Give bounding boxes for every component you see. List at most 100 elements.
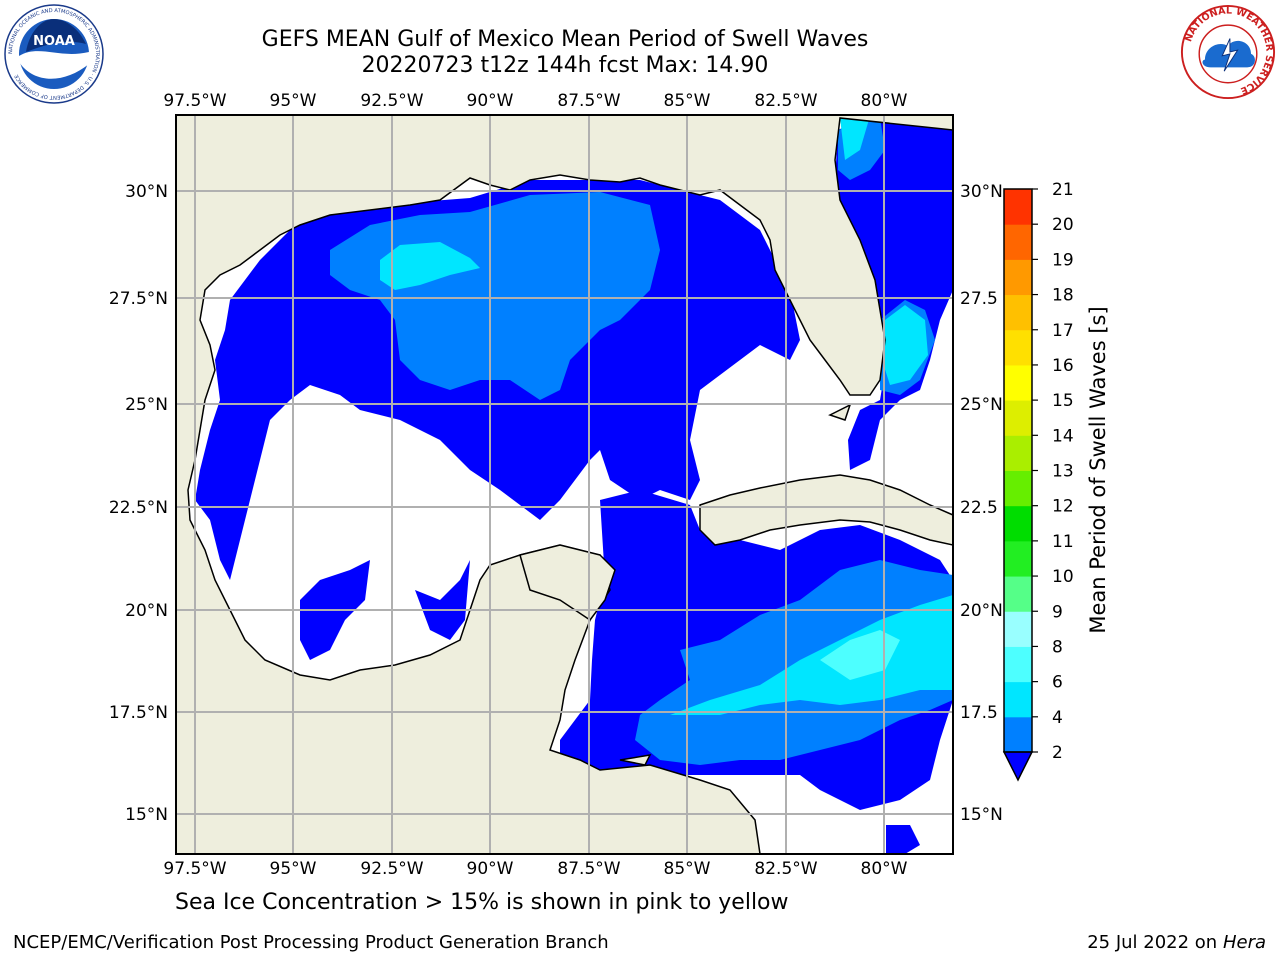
lon-tick-top: 95°W (270, 91, 317, 111)
colorbar-segment (1004, 294, 1032, 331)
swell-field-4-6s-florida (882, 305, 928, 385)
swell-field-2-4s-north (330, 192, 660, 400)
colorbar-label: 14 (1052, 426, 1074, 446)
lat-tick-right: 30°N (960, 182, 1003, 202)
colorbar-segment (1004, 646, 1032, 683)
land-islands (828, 403, 852, 421)
lat-ticks-right: 30°N 27.5 25°N 22.5 20°N 17.5 15°N (960, 182, 1003, 825)
colorbar-label: 9 (1052, 602, 1063, 622)
colorbar-label: 11 (1052, 532, 1074, 552)
colorbar-label: 6 (1052, 673, 1063, 693)
land (176, 115, 953, 854)
colorbar-label: 19 (1052, 250, 1074, 270)
colorbar-label: 20 (1052, 215, 1074, 235)
colorbar-under-triangle (1002, 751, 1034, 782)
swell-field-4-6s-north (380, 242, 480, 290)
colorbar: 2 4 6 8 9 10 11 12 13 14 15 16 17 18 19 20 21 (1002, 180, 1074, 782)
lat-tick-right: 22.5 (960, 498, 998, 518)
lat-tick-left: 17.5°N (109, 703, 168, 723)
colorbar-segment (1004, 681, 1032, 718)
lon-tick-bottom: 82.5°W (754, 859, 817, 879)
sea-ice-note: Sea Ice Concentration > 15% is shown in … (175, 890, 789, 915)
colorbar-segment (1004, 329, 1032, 366)
footer-date-text: 25 Jul 2022 on (1087, 932, 1218, 953)
footer-host: Hera (1222, 932, 1266, 953)
colorbar-label: 10 (1052, 567, 1074, 587)
swell-field-atlantic (835, 115, 953, 470)
lat-tick-right: 17.5 (960, 703, 998, 723)
swell-field-4-6s-east (840, 116, 870, 160)
lon-tick-top: 97.5°W (163, 91, 226, 111)
nws-logo: NATIONAL WEATHER SERVICE (1180, 4, 1276, 100)
lat-tick-left: 25°N (125, 395, 168, 415)
lat-ticks-left: 30°N 27.5°N 25°N 22.5°N 20°N 17.5°N 15°N (109, 182, 168, 825)
lat-tick-left: 20°N (125, 601, 168, 621)
swell-field-bay-patch (415, 560, 470, 640)
lon-tick-bottom: 92.5°W (360, 859, 423, 879)
lon-tick-top: 80°W (861, 91, 908, 111)
lon-tick-bottom: 87.5°W (557, 859, 620, 879)
footer-credit: NCEP/EMC/Verification Post Processing Pr… (13, 932, 609, 953)
gridlines (176, 115, 953, 854)
lon-tick-bottom: 80°W (861, 859, 908, 879)
swell-field-south-patch (886, 825, 920, 854)
colorbar-segment (1004, 505, 1032, 542)
lat-tick-left: 30°N (125, 182, 168, 202)
lat-tick-right: 27.5 (960, 289, 998, 309)
lon-tick-bottom: 90°W (467, 859, 514, 879)
colorbar-title: Mean Period of Swell Waves [s] (1086, 306, 1110, 634)
colorbar-segment (1004, 400, 1032, 436)
colorbar-label: 2 (1052, 743, 1063, 763)
lat-tick-left: 15°N (125, 805, 168, 825)
lon-tick-top: 90°W (467, 91, 514, 111)
land-yucatan (519, 544, 616, 622)
colorbar-segments (1004, 189, 1032, 753)
lon-tick-top: 85°W (664, 91, 711, 111)
lat-tick-left: 22.5°N (109, 498, 168, 518)
swell-field-4-6s-caribbean (670, 595, 953, 715)
colorbar-segment (1004, 470, 1032, 507)
colorbar-segment (1004, 716, 1032, 753)
lat-tick-right: 15°N (960, 805, 1003, 825)
colorbar-segment (1004, 435, 1032, 471)
lat-tick-right: 25°N (960, 395, 1003, 415)
lon-ticks-top: 97.5°W 95°W 92.5°W 90°W 87.5°W 85°W 82.5… (163, 91, 907, 111)
land-island-small (619, 754, 652, 766)
map-frame (175, 114, 954, 855)
colorbar-label: 18 (1052, 286, 1074, 306)
map-area (176, 115, 953, 854)
colorbar-label: 8 (1052, 637, 1063, 657)
lat-tick-left: 27.5°N (109, 289, 168, 309)
colorbar-label: 21 (1052, 180, 1074, 200)
chart-subtitle: 20220723 t12z 144h fcst Max: 14.90 (361, 53, 769, 78)
lon-tick-bottom: 95°W (270, 859, 317, 879)
colorbar-segment (1004, 576, 1032, 612)
colorbar-segment (1004, 540, 1032, 577)
colorbar-segment (1004, 611, 1032, 647)
colorbar-segment (1004, 189, 1032, 225)
colorbar-segment (1004, 364, 1032, 401)
colorbar-label: 12 (1052, 497, 1074, 517)
colorbar-label: 16 (1052, 356, 1074, 376)
lat-tick-right: 20°N (960, 601, 1003, 621)
colorbar-segment (1004, 224, 1032, 260)
lon-tick-top: 82.5°W (754, 91, 817, 111)
colorbar-labels: 2 4 6 8 9 10 11 12 13 14 15 16 17 18 19 20 21 (1032, 180, 1074, 763)
swell-field-6-8s (820, 630, 900, 680)
colorbar-label: 13 (1052, 462, 1074, 482)
noaa-logo: NATIONAL OCEANIC AND ATMOSPHERIC ADMINIS… (4, 4, 104, 104)
lon-tick-top: 92.5°W (360, 91, 423, 111)
colorbar-label: 17 (1052, 321, 1074, 341)
lon-tick-bottom: 97.5°W (163, 859, 226, 879)
footer-date: 25 Jul 2022 on Hera (1087, 932, 1266, 953)
colorbar-label: 4 (1052, 708, 1063, 728)
lon-tick-bottom: 85°W (664, 859, 711, 879)
lon-tick-top: 87.5°W (557, 91, 620, 111)
lon-ticks-bottom: 97.5°W 95°W 92.5°W 90°W 87.5°W 85°W 82.5… (163, 859, 907, 879)
noaa-logo-text: NOAA (33, 34, 75, 49)
chart-title: GEFS MEAN Gulf of Mexico Mean Period of … (261, 27, 869, 52)
colorbar-label: 15 (1052, 391, 1074, 411)
colorbar-segment (1004, 259, 1032, 296)
land-cuba (699, 474, 953, 546)
